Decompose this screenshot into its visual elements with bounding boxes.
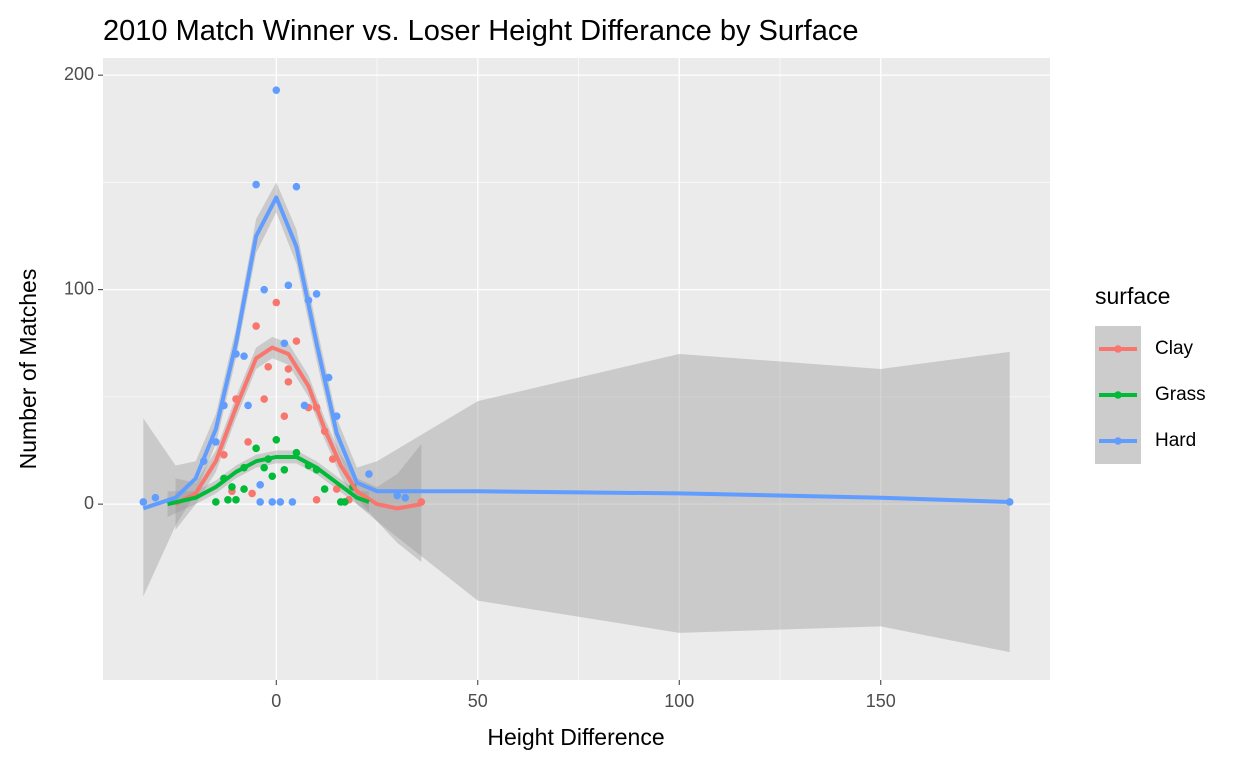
chart-title: 2010 Match Winner vs. Loser Height Diffe… <box>103 15 858 47</box>
point <box>272 298 281 307</box>
point <box>232 496 240 504</box>
point <box>340 498 349 506</box>
point <box>212 498 220 506</box>
point <box>401 493 410 502</box>
point <box>228 483 236 491</box>
point <box>393 491 401 500</box>
point <box>284 281 293 290</box>
x-tick-label: 0 <box>271 691 281 711</box>
point <box>276 498 285 506</box>
point <box>252 180 260 189</box>
legend-point <box>1114 391 1122 399</box>
point <box>292 448 301 457</box>
point <box>256 481 264 489</box>
point <box>240 485 248 493</box>
point <box>224 496 232 504</box>
smooth-line <box>142 195 1010 511</box>
point <box>240 352 248 360</box>
x-tick-label: 150 <box>866 691 896 711</box>
point <box>280 412 289 420</box>
y-axis-title: Number of Matches <box>15 269 41 470</box>
x-tick-label: 50 <box>468 691 488 711</box>
y-tick-label: 200 <box>64 64 94 84</box>
point <box>280 466 289 474</box>
legend-title: surface <box>1095 283 1170 309</box>
point <box>260 285 268 294</box>
point <box>268 498 277 506</box>
y-tick-label: 100 <box>64 278 94 298</box>
legend-point <box>1114 345 1122 353</box>
point <box>244 438 252 446</box>
point <box>252 444 260 453</box>
point <box>272 435 281 444</box>
plot-background <box>103 58 1050 680</box>
legend-label: Hard <box>1155 430 1196 451</box>
point <box>220 450 228 459</box>
confidence-band <box>175 336 422 563</box>
point <box>212 438 220 446</box>
point <box>272 86 281 94</box>
point <box>256 498 264 506</box>
point <box>260 463 268 472</box>
point <box>288 498 297 506</box>
point <box>284 378 293 386</box>
y-tick-label: 0 <box>84 493 94 513</box>
point <box>292 337 301 345</box>
smooth-line <box>174 345 422 511</box>
point <box>268 472 277 481</box>
confidence-band <box>143 182 1010 653</box>
legend-label: Clay <box>1155 338 1194 359</box>
point <box>328 455 337 463</box>
point <box>252 322 260 330</box>
point <box>292 182 301 191</box>
point <box>312 290 321 298</box>
point <box>248 489 256 498</box>
legend-label: Grass <box>1155 384 1206 405</box>
point <box>244 401 252 410</box>
point <box>284 365 293 373</box>
point <box>139 498 148 506</box>
point <box>151 493 160 502</box>
point <box>320 485 329 493</box>
point <box>280 339 289 348</box>
point <box>324 373 333 382</box>
legend-point <box>1114 437 1122 445</box>
x-tick-label: 100 <box>664 691 694 711</box>
point <box>264 363 273 371</box>
smooth-line <box>167 454 370 507</box>
x-axis-title: Height Difference <box>487 724 664 750</box>
point <box>332 485 341 493</box>
point <box>365 470 373 478</box>
point <box>300 401 309 410</box>
point <box>312 496 321 504</box>
point <box>260 395 268 403</box>
